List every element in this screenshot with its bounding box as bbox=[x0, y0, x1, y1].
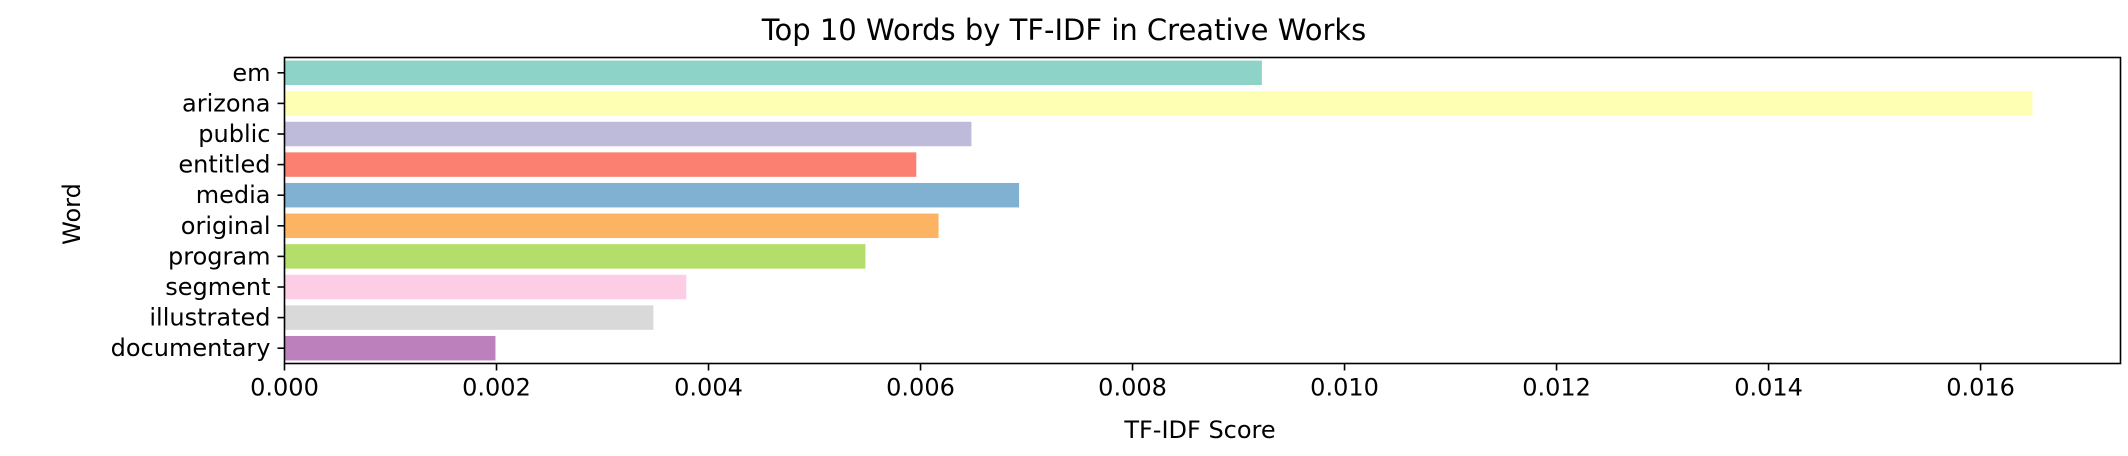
x-tick-label: 0.004 bbox=[674, 374, 743, 402]
y-tick-label: documentary bbox=[111, 334, 271, 362]
bars-layer bbox=[284, 60, 2033, 361]
y-tick-label: illustrated bbox=[149, 304, 270, 332]
x-tick-label: 0.012 bbox=[1522, 374, 1591, 402]
y-tick-label: program bbox=[168, 242, 270, 270]
y-tick-label: public bbox=[198, 120, 270, 148]
y-tick-label: arizona bbox=[182, 89, 270, 117]
bar-public bbox=[284, 121, 972, 147]
x-tick-label: 0.014 bbox=[1734, 374, 1803, 402]
bar-illustrated bbox=[284, 305, 654, 330]
chart-title: Top 10 Words by TF-IDF in Creative Works bbox=[761, 13, 1367, 47]
y-tick-label: original bbox=[181, 212, 271, 240]
x-tick-label: 0.008 bbox=[1098, 374, 1167, 402]
bar-documentary bbox=[284, 335, 496, 361]
x-axis: 0.000 0.002 0.004 0.006 0.008 0.010 0.012 0.014… bbox=[250, 363, 2015, 402]
bar-program bbox=[284, 244, 866, 269]
x-tick-label: 0.016 bbox=[1946, 374, 2015, 402]
x-tick-label: 0.010 bbox=[1310, 374, 1379, 402]
bar-arizona bbox=[284, 91, 2033, 116]
x-tick-label: 0.002 bbox=[462, 374, 531, 402]
y-tick-label: entitled bbox=[178, 151, 270, 179]
bar-em bbox=[284, 60, 1262, 86]
y-tick-label: em bbox=[232, 59, 270, 87]
plot-frame bbox=[283, 56, 2122, 365]
x-tick-label: 0.000 bbox=[250, 374, 319, 402]
bar-entitled bbox=[284, 152, 917, 177]
y-tick-label: media bbox=[196, 181, 271, 209]
bar-media bbox=[284, 182, 1020, 208]
x-axis-label: TF-IDF Score bbox=[1123, 416, 1275, 444]
x-tick-label: 0.006 bbox=[886, 374, 955, 402]
bar-original bbox=[284, 213, 939, 239]
bar-segment bbox=[284, 274, 687, 300]
y-axis-label: Word bbox=[58, 183, 86, 245]
y-tick-label: segment bbox=[165, 273, 270, 301]
